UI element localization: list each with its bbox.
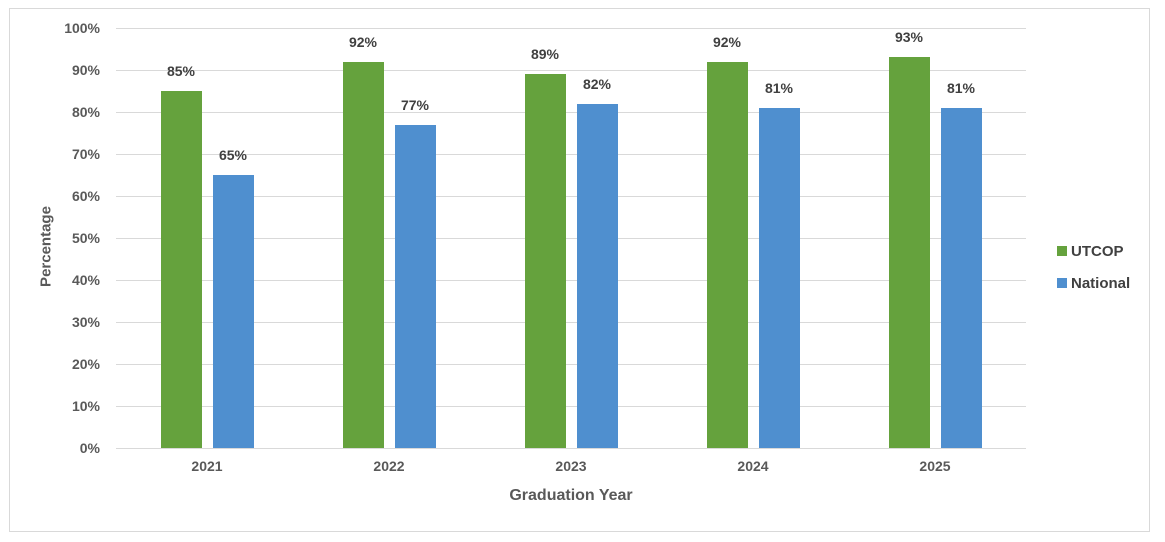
- data-label: 93%: [894, 29, 924, 46]
- legend-item-utcop: UTCOP: [1057, 242, 1130, 260]
- bar-national-2023: [577, 103, 618, 448]
- y-tick-label: 30%: [71, 314, 100, 330]
- y-tick-label: 40%: [71, 272, 100, 288]
- x-axis-label: Graduation Year: [509, 487, 633, 504]
- legend-label: National: [1071, 274, 1131, 292]
- bar-utcop-2025: [889, 57, 930, 448]
- gridline: [116, 112, 1026, 113]
- x-tick-label: 2025: [919, 458, 951, 474]
- bar-national-2022: [395, 124, 436, 448]
- data-label: 81%: [764, 79, 794, 96]
- gridline: [116, 238, 1026, 239]
- data-label: 89%: [530, 46, 560, 63]
- plot-area: 85% 65% 92% 77% 89% 82% 92% 81% 93% 81%: [116, 28, 1026, 449]
- bar-utcop-2021: [161, 91, 202, 448]
- y-tick-label: 10%: [71, 398, 100, 414]
- bar-national-2024: [759, 107, 800, 448]
- legend-swatch-national: [1057, 278, 1067, 288]
- y-tick-label: 80%: [71, 104, 100, 120]
- y-axis-label: Percentage: [37, 206, 55, 287]
- y-tick-label: 20%: [71, 356, 100, 372]
- data-label: 85%: [166, 63, 196, 79]
- x-tick-label: 2023: [555, 458, 587, 474]
- x-tick-label: 2021: [191, 458, 223, 474]
- y-tick-label: 100%: [64, 20, 100, 36]
- y-tick-label: 0%: [79, 440, 100, 456]
- gridline: [116, 280, 1026, 281]
- gridline: [116, 70, 1026, 71]
- data-label: 65%: [218, 147, 248, 163]
- bar-utcop-2024: [707, 61, 748, 448]
- bar-national-2025: [941, 107, 982, 448]
- x-tick-label: 2022: [373, 458, 405, 474]
- legend-swatch-utcop: [1057, 246, 1067, 256]
- gridline: [116, 154, 1026, 155]
- bar-utcop-2023: [525, 74, 566, 448]
- data-label: 81%: [946, 79, 976, 96]
- gridline: [116, 364, 1026, 365]
- legend-item-national: National: [1057, 274, 1131, 292]
- bar-utcop-2022: [343, 61, 384, 448]
- gridline: [116, 28, 1026, 29]
- y-tick-label: 90%: [71, 62, 100, 78]
- gridline: [116, 322, 1026, 323]
- gridline: [116, 406, 1026, 407]
- legend: UTCOP National: [1057, 243, 1130, 307]
- gridline: [116, 196, 1026, 197]
- data-label: 92%: [348, 33, 378, 50]
- data-label: 77%: [400, 96, 430, 113]
- y-tick-label: 70%: [71, 146, 100, 162]
- data-label: 92%: [712, 33, 742, 50]
- bar-national-2021: [213, 175, 254, 448]
- x-tick-label: 2024: [737, 458, 769, 474]
- y-tick-label: 60%: [71, 188, 100, 204]
- gridline: [116, 448, 1026, 449]
- y-tick-label: 50%: [71, 230, 100, 246]
- data-label: 82%: [582, 75, 612, 92]
- legend-label: UTCOP: [1071, 242, 1124, 260]
